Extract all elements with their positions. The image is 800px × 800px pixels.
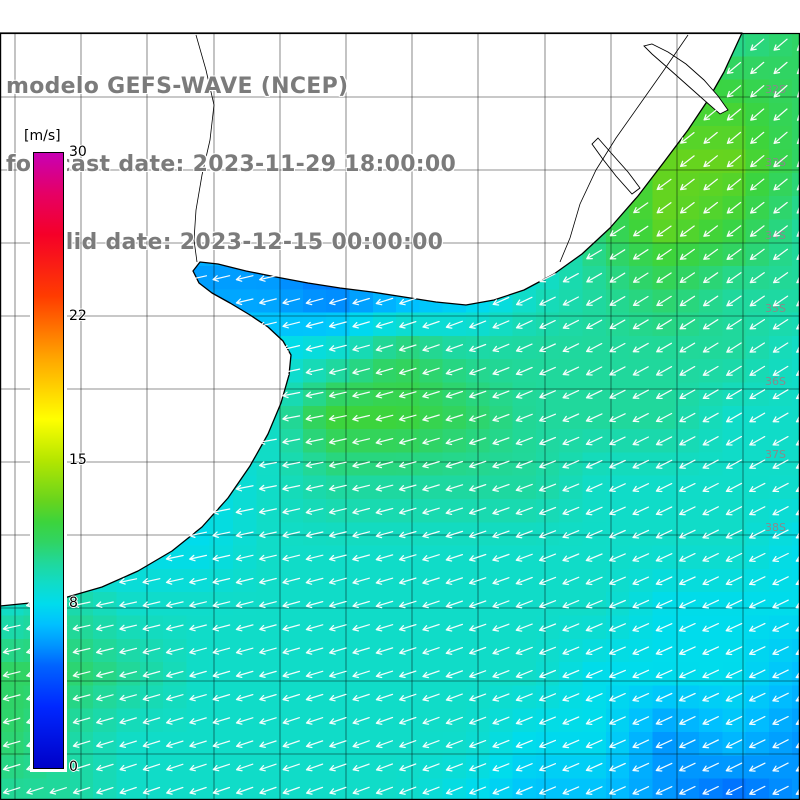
colorbar-tick-label: 0	[69, 759, 78, 775]
lagoon-outline	[591, 137, 641, 195]
lagoon-outline	[643, 43, 729, 115]
latitude-label: 32S	[765, 83, 786, 96]
colorbar-gradient	[33, 152, 64, 769]
map-frame	[0, 32, 800, 800]
forecast-date-label: forecast date: 2023-11-29 18:00:00	[6, 152, 457, 177]
latitude-label: 36S	[765, 375, 786, 388]
colorbar-tick-label: 22	[69, 308, 87, 324]
latitude-label: 35S	[765, 302, 786, 315]
colorbar-tick-label: 8	[69, 595, 78, 611]
colorbar-tick-label: 30	[69, 144, 87, 160]
latitude-label: 37S	[765, 448, 786, 461]
model-title: modelo GEFS-WAVE (NCEP)	[6, 74, 349, 99]
coastline-land	[0, 32, 743, 607]
border-line	[193, 34, 215, 263]
colorbar-unit-label: [m/s]	[24, 128, 61, 144]
graticule-grid	[0, 33, 800, 800]
wind-arrows	[2, 38, 800, 796]
border-lines	[193, 34, 689, 263]
map-title-block: modelo GEFS-WAVE (NCEP) forecast date: 2…	[6, 22, 456, 308]
coastal-lagoons	[591, 43, 729, 195]
valid-date-label: valid date: 2023-12-15 00:00:00	[36, 230, 444, 255]
colorbar-tick-label: 15	[69, 451, 87, 468]
border-line	[559, 34, 689, 263]
latitude-label: 38S	[765, 521, 786, 534]
